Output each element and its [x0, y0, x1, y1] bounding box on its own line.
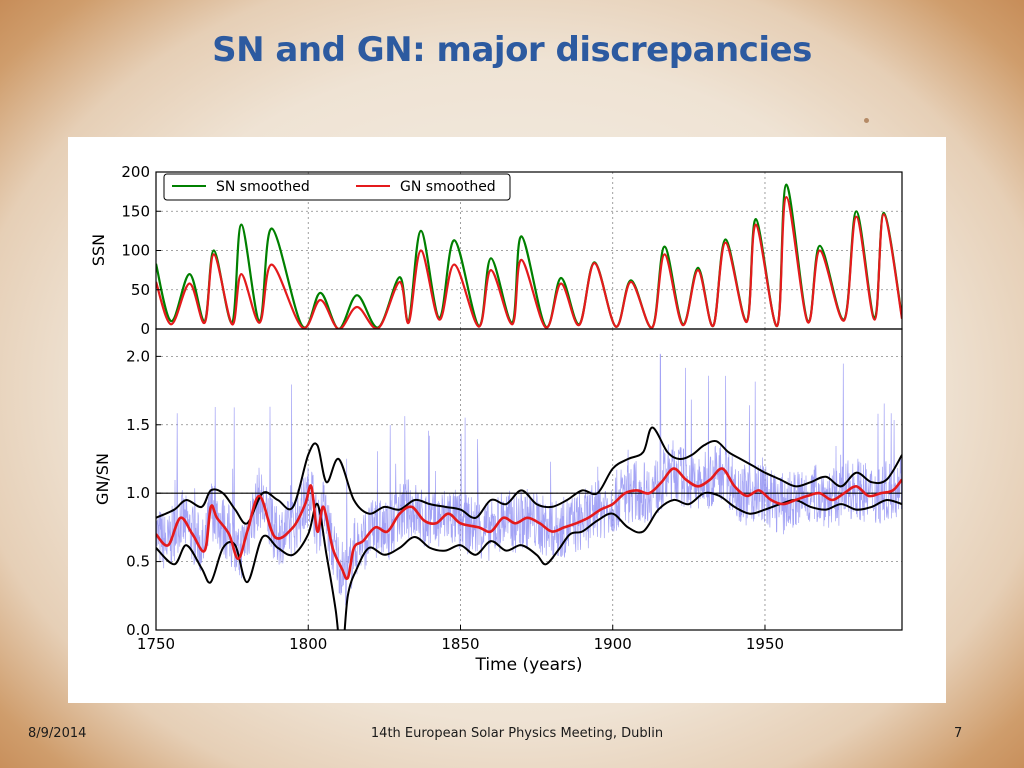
top-y-tick-label: 200: [121, 163, 150, 181]
bottom-y-tick-label: 0.5: [126, 553, 150, 571]
top-y-tick-label: 50: [131, 281, 150, 299]
figure-panel: 0 50 100 150 200 0.0 0.5 1.0 1.5 2.0 1750 1800 1850…: [68, 137, 946, 703]
x-axis-label: Time (years): [474, 655, 582, 675]
gn-sn-mean-line: [156, 467, 902, 581]
top-y-tick-label: 100: [121, 242, 150, 260]
bottom-ticks: 0.0 0.5 1.0 1.5 2.0 1750 1800 1850 1900 1950: [126, 347, 784, 653]
bottom-y-axis-label: GN/SN: [93, 453, 112, 505]
gn-sn-lower-envelope: [156, 491, 902, 630]
x-tick-label: 1900: [594, 635, 632, 653]
footer-page-number: 7: [954, 726, 963, 741]
chart-figure: 0 50 100 150 200 0.0 0.5 1.0 1.5 2.0 1750 1800 1850…: [89, 163, 903, 675]
legend: SN smoothed GN smoothed: [163, 173, 511, 201]
ssn-series: [156, 183, 902, 329]
bottom-plot-frame: [155, 328, 903, 631]
sunspot-dot: [864, 118, 869, 123]
top-y-tick-label: 150: [121, 202, 150, 220]
x-tick-label: 1800: [289, 635, 327, 653]
top-y-axis-label: SSN: [89, 234, 108, 266]
bottom-y-tick-label: 0.0: [126, 621, 150, 639]
bottom-y-tick-label: 2.0: [126, 347, 150, 365]
bottom-y-tick-label: 1.0: [126, 484, 150, 502]
ratio-noise-line: [156, 353, 902, 606]
bottom-y-tick-label: 1.5: [126, 416, 150, 434]
x-tick-label: 1850: [441, 635, 479, 653]
ratio-noise-series: [156, 353, 902, 606]
legend-box: [163, 173, 511, 201]
slide-title: SN and GN: major discrepancies: [212, 30, 812, 70]
x-tick-label: 1950: [746, 635, 784, 653]
ratio-series: [156, 426, 902, 630]
gn-sn-upper-envelope: [156, 426, 902, 525]
legend-label-gn: GN smoothed: [400, 179, 496, 195]
x-tick-label: 1750: [137, 635, 175, 653]
footer-event: 14th European Solar Physics Meeting, Dub…: [370, 726, 664, 741]
legend-label-sn: SN smoothed: [216, 179, 310, 195]
gn-smoothed-line: [156, 195, 902, 329]
top-y-tick-label: 0: [140, 320, 150, 338]
top-y-ticks: 0 50 100 150 200: [121, 163, 161, 338]
footer-date: 8/9/2014: [28, 726, 87, 741]
